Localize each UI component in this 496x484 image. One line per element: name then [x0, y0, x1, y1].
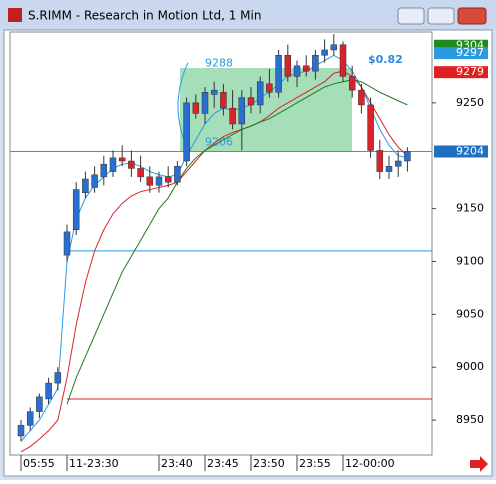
candle-body: [229, 107, 236, 125]
candle-body: [100, 163, 108, 178]
candle-body: [302, 65, 310, 72]
candle-body: [394, 160, 402, 167]
candle-body: [146, 176, 154, 186]
candle-body: [17, 425, 25, 437]
box-top-label: 9288: [205, 57, 233, 70]
x-tick-label: 12-00:00: [345, 457, 395, 470]
y-tick-label: 8950: [456, 413, 484, 426]
candle-body: [330, 44, 338, 51]
candle-body: [72, 189, 80, 231]
candle-body: [54, 372, 62, 384]
minimize-button[interactable]: [397, 7, 425, 25]
candle-body: [312, 55, 319, 72]
candle-body: [385, 166, 393, 172]
candle-body: [137, 168, 144, 178]
candle-body: [91, 174, 98, 188]
candle-body: [367, 104, 374, 151]
candle-body: [220, 92, 227, 109]
price-tag: [434, 47, 488, 60]
candle-body: [284, 55, 292, 77]
candle-body: [275, 55, 282, 93]
candle-body: [376, 150, 384, 172]
candle-body: [321, 49, 328, 56]
candle-body: [82, 178, 89, 193]
candle-body: [36, 396, 43, 412]
box-diff-label: $0.82: [368, 53, 403, 66]
price-tag-label: 9297: [456, 46, 484, 59]
x-tick-label: 11-23:30: [69, 457, 119, 470]
x-tick-label: 23:40: [161, 457, 193, 470]
candle-body: [45, 382, 52, 400]
candle-body: [155, 176, 163, 186]
candle-body: [339, 44, 347, 77]
y-tick-label: 9150: [456, 202, 484, 215]
candle-body: [183, 102, 190, 162]
candle-body: [174, 166, 181, 183]
candle-body: [404, 151, 411, 162]
price-tag-label: 9204: [456, 144, 484, 157]
candle-body: [192, 102, 200, 114]
scroll-arrow[interactable]: [470, 456, 488, 472]
maximize-button[interactable]: [427, 7, 455, 25]
candle-body: [109, 157, 117, 172]
x-tick-label: 23:55: [299, 457, 331, 470]
candle-body: [256, 81, 264, 106]
y-tick-label: 9050: [456, 307, 484, 320]
candle-body: [118, 157, 126, 162]
price-tag: [434, 66, 488, 79]
price-tag-label: 9279: [456, 65, 484, 78]
y-tick-label: 9250: [456, 96, 484, 109]
candle-body: [238, 97, 246, 125]
candle-body: [201, 92, 209, 114]
candle-body: [266, 83, 273, 93]
candle-body: [293, 65, 301, 77]
close-button[interactable]: [457, 7, 487, 25]
x-tick-label: 23:50: [253, 457, 285, 470]
candle-body: [358, 89, 365, 106]
candle-body: [26, 411, 34, 426]
window-title: S.RIMM - Research in Motion Ltd, 1 Min: [28, 9, 261, 23]
candle-body: [63, 231, 71, 256]
candle-body: [128, 160, 135, 169]
candle-body: [210, 89, 218, 95]
y-tick-label: 9000: [456, 360, 484, 373]
y-tick-label: 9100: [456, 254, 484, 267]
candle-body: [247, 97, 255, 106]
x-tick-label: 05:55: [23, 457, 55, 470]
x-tick-label: 23:45: [207, 457, 239, 470]
candle-body: [164, 176, 172, 183]
candle-body: [348, 76, 356, 91]
price-tag: [434, 145, 488, 158]
app-icon: [8, 8, 22, 22]
